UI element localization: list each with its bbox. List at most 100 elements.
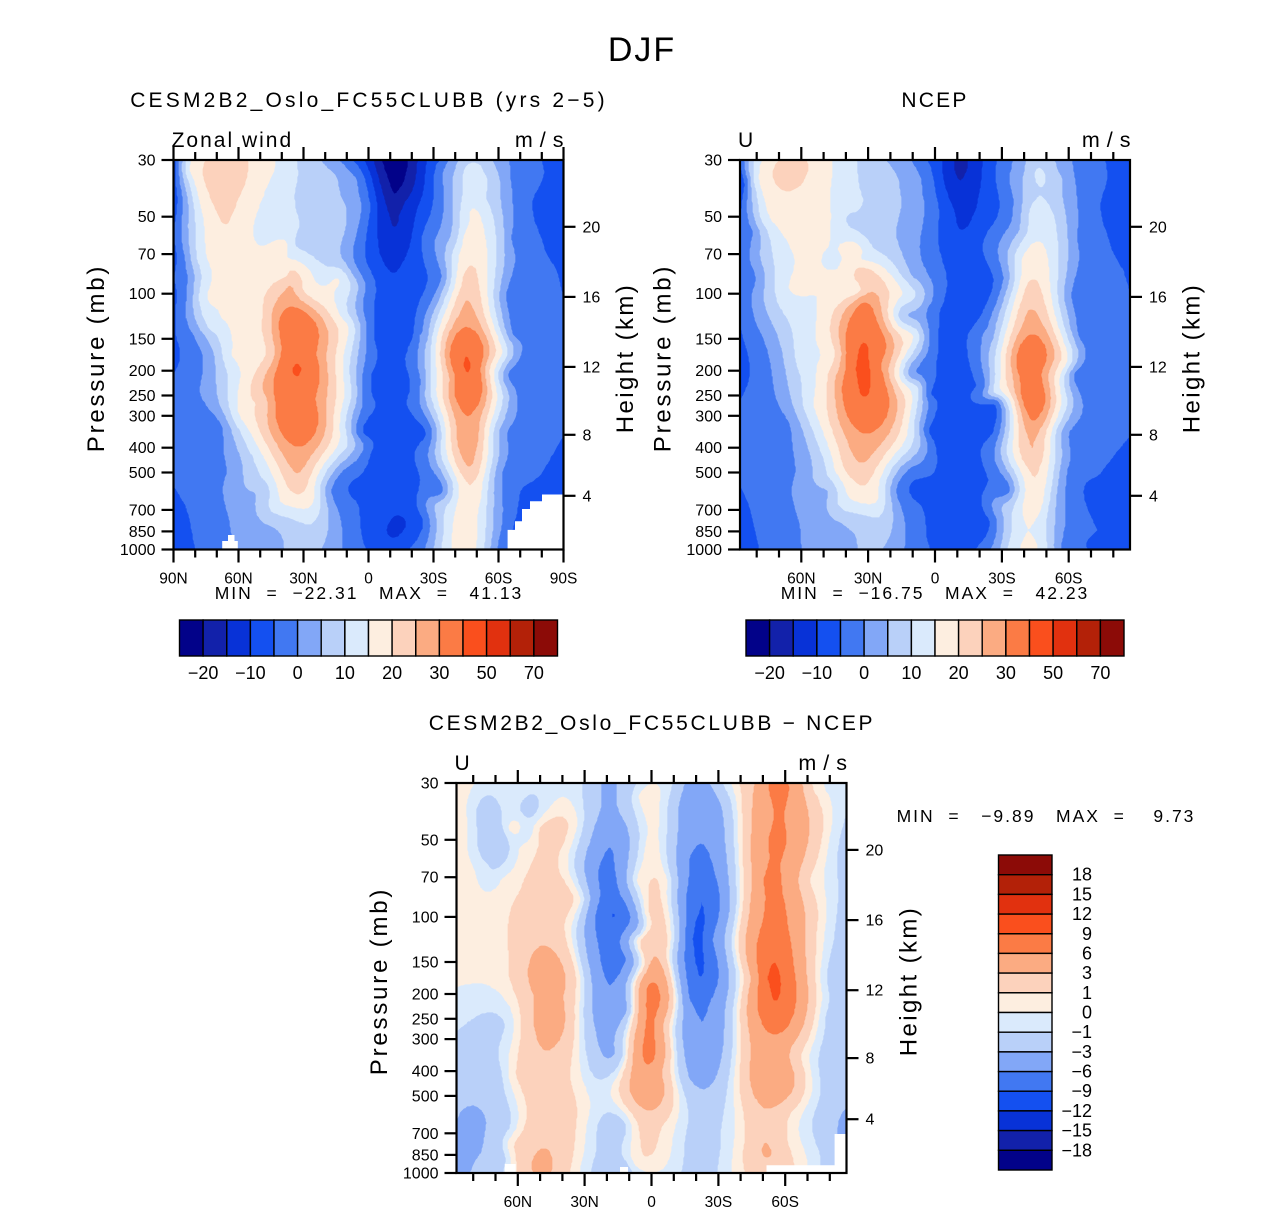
svg-text:4: 4 [583, 488, 592, 505]
svg-text:400: 400 [695, 440, 722, 457]
svg-text:30N: 30N [570, 1194, 598, 1211]
svg-text:0: 0 [931, 571, 940, 588]
svg-text:−6: −6 [1071, 1062, 1092, 1082]
svg-text:m/s: m/s [1082, 128, 1138, 152]
svg-text:MIN = −22.31 MAX = 41.1: MIN = −22.31 MAX = 41.13 [215, 583, 524, 603]
svg-text:50: 50 [421, 832, 439, 849]
svg-text:200: 200 [695, 363, 722, 380]
svg-text:−3: −3 [1071, 1042, 1092, 1062]
svg-text:30N: 30N [289, 571, 317, 588]
svg-text:1: 1 [1082, 983, 1092, 1003]
svg-text:30: 30 [138, 153, 156, 170]
svg-text:60S: 60S [1055, 571, 1083, 588]
svg-text:20: 20 [949, 663, 969, 683]
svg-text:850: 850 [412, 1147, 439, 1164]
svg-text:70: 70 [138, 247, 156, 264]
svg-text:m/s: m/s [798, 751, 854, 775]
svg-text:100: 100 [412, 909, 439, 926]
svg-text:400: 400 [129, 440, 156, 457]
svg-text:30S: 30S [420, 571, 448, 588]
svg-text:15: 15 [1072, 884, 1092, 904]
svg-text:Pressure (mb): Pressure (mb) [83, 264, 110, 452]
svg-text:60S: 60S [771, 1194, 799, 1211]
svg-text:50: 50 [1043, 663, 1063, 683]
svg-text:12: 12 [1072, 904, 1092, 924]
svg-text:500: 500 [412, 1088, 439, 1105]
svg-text:8: 8 [866, 1051, 875, 1068]
svg-text:850: 850 [695, 524, 722, 541]
svg-text:0: 0 [647, 1194, 656, 1211]
svg-text:90S: 90S [550, 571, 578, 588]
svg-text:1000: 1000 [120, 542, 156, 559]
svg-text:60S: 60S [485, 571, 513, 588]
svg-text:30: 30 [421, 776, 439, 793]
svg-text:150: 150 [695, 331, 722, 348]
svg-text:Height (km): Height (km) [612, 283, 639, 433]
svg-text:90N: 90N [159, 571, 187, 588]
svg-text:100: 100 [129, 286, 156, 303]
svg-text:3: 3 [1082, 963, 1092, 983]
svg-text:−1: −1 [1071, 1022, 1092, 1042]
svg-text:0: 0 [859, 663, 869, 683]
svg-text:16: 16 [866, 913, 884, 930]
svg-text:10: 10 [901, 663, 921, 683]
svg-text:20: 20 [583, 219, 601, 236]
svg-text:20: 20 [866, 842, 884, 859]
svg-text:0: 0 [293, 663, 303, 683]
svg-text:12: 12 [866, 983, 884, 1000]
svg-text:50: 50 [138, 209, 156, 226]
svg-text:MIN = −16.75 MAX = 42.2: MIN = −16.75 MAX = 42.23 [781, 583, 1090, 603]
svg-text:70: 70 [421, 870, 439, 887]
svg-text:10: 10 [335, 663, 355, 683]
svg-text:8: 8 [583, 427, 592, 444]
svg-text:4: 4 [1149, 488, 1158, 505]
svg-text:16: 16 [1149, 289, 1167, 306]
svg-text:30: 30 [429, 663, 449, 683]
svg-text:150: 150 [129, 331, 156, 348]
svg-text:60N: 60N [504, 1194, 532, 1211]
svg-text:300: 300 [412, 1032, 439, 1049]
svg-text:30: 30 [996, 663, 1016, 683]
svg-text:50: 50 [704, 209, 722, 226]
svg-text:300: 300 [129, 408, 156, 425]
svg-text:0: 0 [364, 571, 373, 588]
svg-text:700: 700 [412, 1126, 439, 1143]
svg-text:U: U [455, 752, 470, 775]
svg-text:850: 850 [129, 524, 156, 541]
svg-text:−10: −10 [235, 663, 266, 683]
svg-text:20: 20 [382, 663, 402, 683]
svg-text:30S: 30S [988, 571, 1016, 588]
svg-text:50: 50 [477, 663, 497, 683]
svg-text:20: 20 [1149, 219, 1167, 236]
svg-text:m/s: m/s [515, 128, 571, 152]
svg-text:300: 300 [695, 408, 722, 425]
svg-text:6: 6 [1082, 943, 1092, 963]
svg-text:150: 150 [412, 955, 439, 972]
svg-text:−9: −9 [1071, 1081, 1092, 1101]
svg-text:CESM2B2_Oslo_FC55CLUBB − NCEP: CESM2B2_Oslo_FC55CLUBB − NCEP [429, 712, 876, 735]
svg-text:8: 8 [1149, 427, 1158, 444]
svg-text:−18: −18 [1061, 1140, 1092, 1160]
svg-text:100: 100 [695, 286, 722, 303]
svg-text:70: 70 [704, 247, 722, 264]
svg-text:Height (km): Height (km) [1179, 283, 1206, 433]
svg-text:30N: 30N [854, 571, 882, 588]
svg-text:70: 70 [524, 663, 544, 683]
svg-text:60N: 60N [224, 571, 252, 588]
svg-text:700: 700 [695, 502, 722, 519]
svg-text:12: 12 [1149, 359, 1167, 376]
svg-text:60N: 60N [787, 571, 815, 588]
svg-text:250: 250 [129, 388, 156, 405]
svg-text:−10: −10 [802, 663, 833, 683]
svg-text:DJF: DJF [608, 31, 676, 69]
svg-text:18: 18 [1072, 865, 1092, 885]
svg-text:U: U [738, 129, 753, 152]
svg-text:NCEP: NCEP [901, 89, 968, 112]
svg-text:200: 200 [129, 363, 156, 380]
svg-text:CESM2B2_Oslo_FC55CLUBB (yrs 2−: CESM2B2_Oslo_FC55CLUBB (yrs 2−5) [130, 89, 608, 112]
svg-text:1000: 1000 [686, 542, 722, 559]
svg-text:Zonal wind: Zonal wind [172, 129, 294, 152]
svg-text:16: 16 [583, 289, 601, 306]
svg-text:30: 30 [704, 153, 722, 170]
svg-text:−12: −12 [1061, 1101, 1092, 1121]
